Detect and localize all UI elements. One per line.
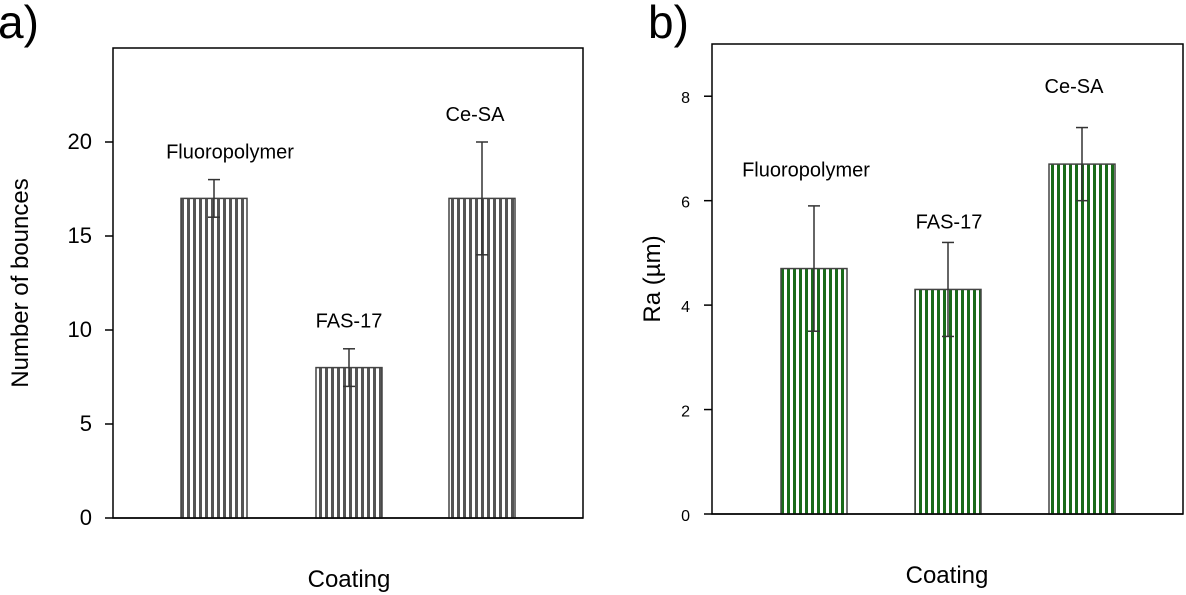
y-tick-label-b-1: 2: [681, 404, 690, 421]
bar-a-1: [315, 366, 383, 519]
y-axis-label-a: Number of bounces: [7, 178, 34, 387]
x-axis-label-a: Coating: [308, 566, 391, 593]
y-tick-label-a-3: 15: [68, 223, 92, 248]
bar-category-label-b-0: Fluoropolymer: [742, 159, 870, 181]
panel-b-label: b): [648, 0, 689, 48]
bars-b: Fluoropolymer FAS-17 Ce-SA: [712, 76, 1183, 515]
bar-category-label-b-2: Ce-SA: [1045, 76, 1105, 98]
bar-category-label-a-2: Ce-SA: [446, 104, 506, 126]
y-tick-label-a-0: 0: [80, 505, 92, 530]
y-tick-label-a-1: 5: [80, 411, 92, 436]
error-bar-b-1: [942, 241, 954, 338]
error-bar-a-0: [208, 178, 220, 218]
error-bar-b-0: [808, 205, 820, 332]
y-ticks-a: 0 5 10 15 20: [68, 129, 113, 530]
y-tick-label-b-3: 6: [681, 195, 690, 212]
x-axis-label-b: Coating: [906, 562, 989, 589]
chart-panel-b: b) Coating Ra (µm) 0 2 4 6 8 Fluoropolymer FA…: [639, 0, 1184, 589]
bar-category-label-b-1: FAS-17: [916, 212, 983, 234]
error-bar-a-1: [343, 348, 355, 388]
bar-a-0: [180, 197, 248, 519]
bar-b-2: [1048, 163, 1116, 515]
bar-category-label-a-1: FAS-17: [316, 311, 383, 333]
panel-a-label: a): [0, 0, 39, 48]
error-bar-b-2: [1076, 126, 1088, 202]
error-bar-a-2: [476, 141, 488, 256]
chart-panel-a: a) Coating Number of bounces 0 5 10 15 20 Fl…: [0, 0, 584, 593]
y-tick-label-b-0: 0: [681, 508, 690, 525]
y-axis-label-b: Ra (µm): [639, 235, 666, 322]
y-tick-label-a-2: 10: [68, 317, 92, 342]
bar-category-label-a-0: Fluoropolymer: [166, 141, 294, 163]
y-ticks-b: 0 2 4 6 8: [681, 90, 712, 525]
y-tick-label-a-4: 20: [68, 129, 92, 154]
bars-a: Fluoropolymer FAS-17 Ce-SA: [113, 104, 583, 519]
y-tick-label-b-2: 4: [681, 299, 690, 316]
y-tick-label-b-4: 8: [681, 90, 690, 107]
